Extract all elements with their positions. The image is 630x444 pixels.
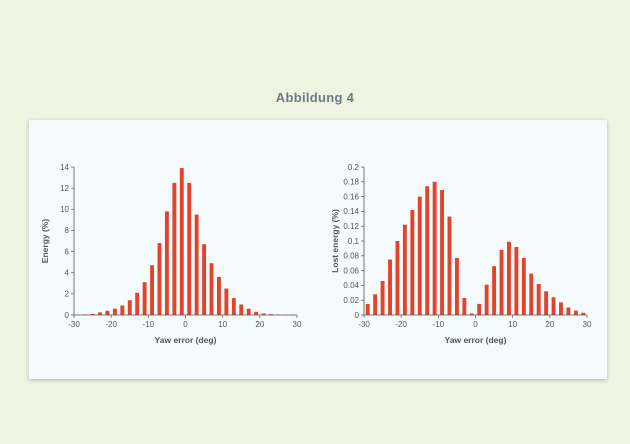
energy-y-tick-label: 10 bbox=[60, 205, 69, 214]
energy-bar bbox=[217, 276, 221, 315]
lost-energy-x-tick-label: 20 bbox=[545, 320, 554, 329]
energy-bar bbox=[98, 312, 102, 315]
lost-energy-bar bbox=[380, 280, 385, 315]
lost-energy-bar bbox=[521, 258, 526, 315]
energy-bar bbox=[127, 300, 132, 315]
lost-energy-y-tick-label: 0.08 bbox=[343, 252, 359, 261]
energy-bar bbox=[179, 168, 184, 315]
lost-energy-bar bbox=[432, 181, 437, 315]
energy-bar bbox=[172, 182, 177, 315]
energy-bar bbox=[164, 211, 169, 315]
energy-bar bbox=[254, 311, 259, 315]
lost-energy-bar bbox=[447, 216, 452, 315]
lost-energy-bar bbox=[492, 266, 497, 315]
lost-energy-bar bbox=[462, 297, 467, 315]
energy-bar bbox=[261, 313, 266, 315]
lost-energy-bar bbox=[484, 284, 489, 315]
lost-energy-bar bbox=[514, 246, 519, 315]
lost-energy-bar bbox=[402, 224, 407, 315]
energy-bar bbox=[150, 265, 154, 315]
energy-y-tick-label: 6 bbox=[65, 247, 70, 256]
energy-y-tick-label: 8 bbox=[65, 226, 70, 235]
lost-energy-y-tick-label: 0 bbox=[355, 311, 360, 320]
lost-energy-x-tick-label: 30 bbox=[583, 320, 592, 329]
energy-x-tick-label: 10 bbox=[218, 320, 227, 329]
energy-y-axis-title: Energy (%) bbox=[40, 219, 50, 264]
lost-energy-y-tick-label: 0.14 bbox=[343, 207, 359, 216]
energy-bar bbox=[105, 310, 110, 315]
lost-energy-y-tick-label: 0.06 bbox=[343, 266, 359, 275]
lost-energy-y-tick-label: 0.04 bbox=[343, 281, 359, 290]
lost-energy-y-tick-label: 0.12 bbox=[343, 222, 359, 231]
energy-bar bbox=[157, 243, 162, 315]
lost-energy-bar bbox=[544, 291, 549, 315]
energy-y-tick-label: 4 bbox=[65, 269, 70, 278]
energy-bar bbox=[187, 182, 192, 315]
lost-energy-bar bbox=[536, 283, 541, 315]
lost-energy-bar bbox=[440, 189, 444, 315]
energy-bar bbox=[269, 314, 273, 315]
lost-energy-bar bbox=[454, 258, 459, 315]
energy-bar bbox=[246, 308, 251, 315]
lost-energy-histogram-chart: 0 0.02 0.04 0.06 0.08 0.1 0.12 0.14 0.16 0.18 0.2 -… bbox=[330, 163, 592, 345]
energy-x-tick-label: -10 bbox=[143, 320, 155, 329]
energy-x-axis-title: Yaw error (deg) bbox=[155, 335, 217, 345]
figure-title: Abbildung 4 bbox=[275, 90, 355, 105]
lost-energy-bar bbox=[395, 241, 400, 315]
energy-y-tick-label: 2 bbox=[65, 290, 70, 299]
lost-energy-bar bbox=[425, 186, 430, 315]
lost-energy-x-tick-label: 0 bbox=[473, 320, 478, 329]
energy-x-tick-label: -20 bbox=[105, 320, 117, 329]
lost-energy-x-tick-label: -30 bbox=[358, 320, 370, 329]
figure-card: 0 2 4 6 8 10 12 14 -30 -20 -10 0 10 20 30 Yaw error (de… bbox=[29, 120, 607, 379]
lost-energy-bar bbox=[581, 312, 586, 315]
energy-bar bbox=[112, 308, 117, 315]
lost-energy-bar bbox=[551, 297, 556, 315]
energy-x-tick-label: -30 bbox=[68, 320, 80, 329]
energy-bar bbox=[90, 313, 95, 315]
lost-energy-bar bbox=[499, 249, 504, 315]
lost-energy-y-axis-title: Lost energy (%) bbox=[330, 209, 340, 273]
energy-x-tick-label: 30 bbox=[293, 320, 302, 329]
lost-energy-bar bbox=[469, 313, 474, 315]
lost-energy-bar bbox=[477, 303, 482, 315]
energy-histogram-chart: 0 2 4 6 8 10 12 14 -30 -20 -10 0 10 20 30 Yaw error (de… bbox=[40, 163, 302, 345]
lost-energy-x-tick-label: -20 bbox=[395, 320, 407, 329]
lost-energy-y-tick-label: 0.1 bbox=[348, 237, 360, 246]
lost-energy-y-tick-label: 0.18 bbox=[343, 178, 359, 187]
lost-energy-bar bbox=[410, 209, 415, 315]
energy-x-tick-label: 0 bbox=[183, 320, 188, 329]
energy-y-tick-label: 0 bbox=[65, 311, 70, 320]
energy-bar bbox=[142, 282, 147, 315]
energy-bar bbox=[239, 304, 244, 315]
lost-energy-x-tick-label: 10 bbox=[508, 320, 517, 329]
lost-energy-bar bbox=[417, 196, 422, 315]
lost-energy-bar bbox=[559, 302, 563, 315]
lost-energy-y-tick-label: 0.2 bbox=[348, 163, 360, 172]
lost-energy-y-tick-label: 0.16 bbox=[343, 192, 359, 201]
energy-bar bbox=[135, 292, 140, 315]
energy-bar bbox=[120, 305, 125, 315]
energy-x-tick-label: 20 bbox=[255, 320, 264, 329]
lost-energy-bar bbox=[365, 303, 370, 315]
energy-y-tick-label: 14 bbox=[60, 163, 69, 172]
energy-bar bbox=[202, 244, 207, 315]
lost-energy-bar bbox=[388, 259, 392, 315]
energy-bar bbox=[231, 298, 236, 315]
energy-bar bbox=[224, 288, 229, 315]
lost-energy-y-tick-label: 0.02 bbox=[343, 296, 359, 305]
energy-bar bbox=[194, 214, 199, 315]
lost-energy-x-tick-label: -10 bbox=[433, 320, 445, 329]
lost-energy-bar bbox=[507, 241, 511, 315]
lost-energy-bar bbox=[373, 294, 378, 315]
lost-energy-bar bbox=[529, 273, 534, 315]
lost-energy-bar bbox=[566, 307, 571, 315]
lost-energy-bar bbox=[573, 310, 578, 315]
energy-y-tick-label: 12 bbox=[60, 184, 69, 193]
lost-energy-x-axis-title: Yaw error (deg) bbox=[445, 335, 507, 345]
energy-bar bbox=[209, 263, 214, 315]
